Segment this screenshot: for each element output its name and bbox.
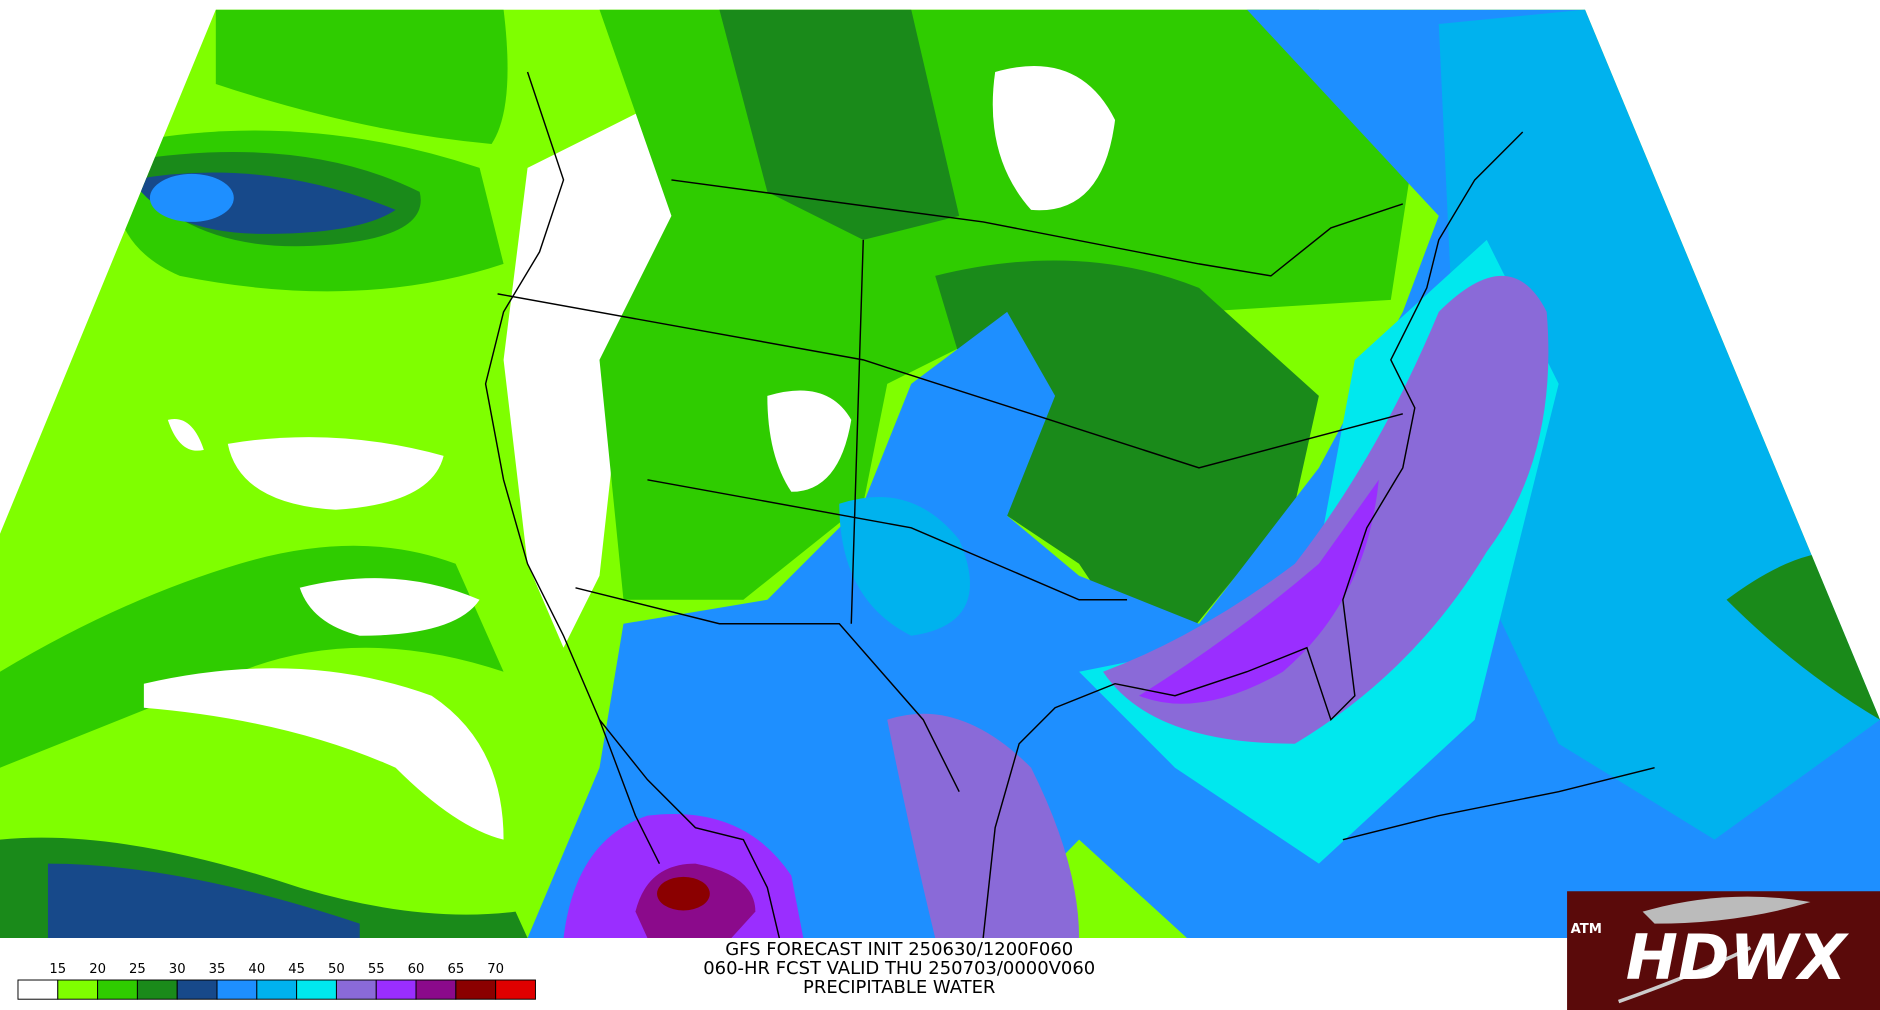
legend-swatch: [375, 979, 417, 1000]
field-lt15: [992, 65, 1116, 211]
field-30-35: [47, 863, 360, 939]
legend-label: 70: [487, 962, 504, 977]
legend-swatch: [57, 979, 99, 1000]
legend-swatch: [335, 979, 377, 1000]
legend: 15 20 25 30 35 40 45 50 55 60 65 70: [17, 962, 536, 1000]
legend-label: 30: [169, 962, 186, 977]
legend-label: 15: [49, 962, 66, 977]
field-lt15: [767, 390, 852, 492]
legend-label: 25: [129, 962, 146, 977]
field-lt15: [503, 95, 696, 648]
boundaries: [484, 71, 1655, 939]
field-lt15: [143, 668, 504, 840]
legend-swatch: [97, 979, 138, 1000]
legend-swatch: [136, 979, 178, 1000]
logo: ATM HDWX: [1567, 891, 1880, 1010]
legend-label: 20: [89, 962, 106, 977]
legend-swatch: [216, 979, 258, 1000]
legend-swatch: [17, 979, 59, 1000]
coastline: [1342, 766, 1655, 841]
legend-label: 45: [288, 962, 305, 977]
field-lt15: [167, 418, 204, 451]
title-line: GFS FORECAST INIT 250630/1200F060: [725, 939, 1073, 960]
field-lt15: [299, 578, 480, 636]
legend-swatch: [495, 979, 536, 1000]
legend-label: 40: [248, 962, 265, 977]
logo-funnel: [1618, 946, 1752, 1004]
field-50-55: [887, 713, 1080, 939]
legend-label: 55: [368, 962, 385, 977]
field-lt15: [227, 437, 444, 510]
title-line: 060-HR FCST VALID THU 250703/0000V060: [703, 958, 1095, 979]
logo-cloud: [1642, 896, 1811, 924]
field-25-30: [719, 9, 960, 240]
field-55-60: [1139, 479, 1379, 704]
legend-label: 50: [328, 962, 345, 977]
legend-swatch: [176, 979, 218, 1000]
legend-label: 60: [408, 962, 425, 977]
legend-label: 35: [209, 962, 226, 977]
legend-label: 65: [447, 962, 464, 977]
title-line: PRECIPITABLE WATER: [803, 977, 995, 998]
coastline: [598, 719, 781, 939]
state-line: [850, 239, 864, 624]
legend-swatch: [455, 979, 497, 1000]
logo-badge: ATM: [1571, 922, 1602, 937]
field-20-25: [215, 9, 508, 144]
legend-swatch: [415, 979, 457, 1000]
field-35-40: [149, 173, 234, 222]
field-50-55: [1103, 275, 1549, 744]
logo-text: HDWX: [1626, 921, 1850, 994]
coastline: [982, 131, 1524, 939]
legend-swatch: [256, 979, 298, 1000]
field-65-70: [657, 876, 710, 911]
coastline: [484, 71, 661, 864]
state-line: [497, 293, 1403, 469]
border: [575, 587, 960, 793]
legend-swatch: [296, 979, 337, 1000]
border: [671, 179, 1404, 277]
state-line: [647, 479, 1128, 601]
field-40-45: [839, 496, 970, 636]
